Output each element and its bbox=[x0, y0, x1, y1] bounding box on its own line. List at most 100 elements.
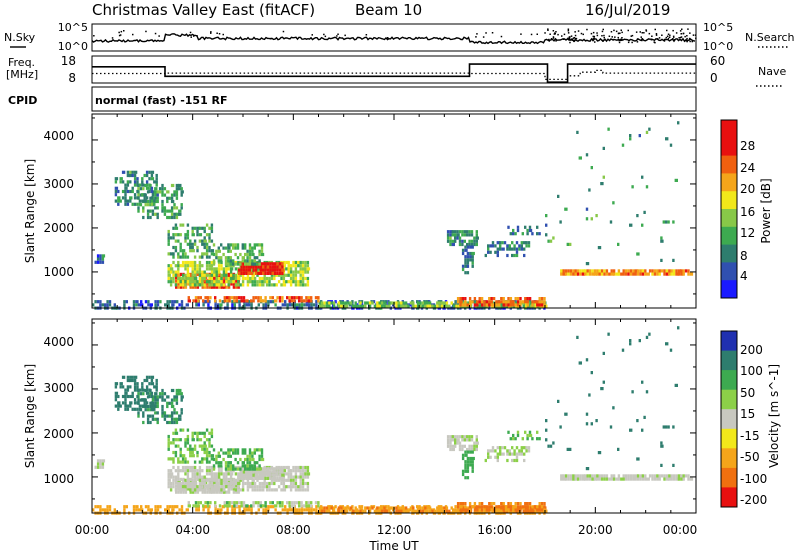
power-echo-cell bbox=[215, 256, 218, 260]
power-echo-cell bbox=[259, 299, 263, 303]
velocity-echo-cell bbox=[246, 454, 249, 458]
velocity-cbar-tick-15: 15 bbox=[740, 407, 755, 421]
power-echo-cell bbox=[244, 246, 247, 250]
power-echo-cell bbox=[509, 300, 514, 304]
power-echo-cell bbox=[507, 300, 511, 304]
power-echo-cell bbox=[167, 252, 171, 256]
velocity-echo-cell bbox=[243, 508, 246, 512]
power-echo-cell bbox=[378, 301, 381, 305]
power-echo-cell bbox=[187, 299, 191, 303]
velocity-echo-cell bbox=[133, 388, 137, 392]
nsearch-dot bbox=[680, 36, 683, 38]
power-echo-cell bbox=[142, 209, 145, 213]
velocity-echo-cell bbox=[495, 508, 498, 512]
velocity-echo-cell bbox=[294, 475, 298, 479]
power-echo-cell bbox=[271, 268, 274, 272]
velocity-echo-cell bbox=[294, 485, 298, 489]
power-echo-cell bbox=[476, 303, 479, 307]
power-echo-cell bbox=[239, 283, 242, 287]
velocity-echo-cell bbox=[306, 481, 310, 486]
velocity-echo-cell bbox=[248, 467, 252, 471]
velocity-echo-cell bbox=[303, 508, 306, 512]
power-echo-cell bbox=[191, 273, 194, 277]
power-echo-cell bbox=[473, 297, 477, 301]
velocity-echo-cell bbox=[471, 466, 474, 470]
power-echo-cell bbox=[138, 183, 142, 187]
power-echo-cell bbox=[299, 270, 302, 274]
power-echo-cell bbox=[304, 276, 307, 281]
power-echo-cell bbox=[193, 267, 197, 271]
nsearch-dot bbox=[668, 36, 671, 38]
power-echo-cell bbox=[210, 276, 214, 281]
power-echo-cell bbox=[161, 187, 164, 191]
power-echo-cell bbox=[538, 297, 541, 301]
power-echo-cell bbox=[191, 276, 194, 281]
velocity-echo-cell bbox=[534, 509, 537, 513]
power-echo-cell bbox=[258, 249, 261, 253]
power-echo-cell bbox=[306, 280, 310, 284]
power-echo-cell bbox=[267, 303, 270, 307]
power-echo-cell bbox=[325, 304, 329, 308]
velocity-echo-cell bbox=[239, 478, 242, 482]
velocity-echo-cell bbox=[189, 469, 193, 473]
power-echo-cell bbox=[466, 233, 469, 237]
power-echo-cell bbox=[320, 304, 324, 308]
power-echo-cell bbox=[348, 303, 352, 307]
velocity-echo-cell bbox=[256, 488, 259, 492]
power-echo-cell bbox=[233, 296, 236, 300]
velocity-echo-cell bbox=[496, 455, 499, 459]
velocity-echo-cell bbox=[184, 478, 187, 482]
nsearch-dot bbox=[636, 41, 639, 43]
velocity-echo-cell bbox=[364, 509, 367, 513]
power-echo-cell bbox=[174, 249, 178, 253]
velocity-echo-cell bbox=[227, 451, 231, 455]
power-echo-cell bbox=[588, 272, 592, 276]
velocity-echo-cell bbox=[471, 456, 475, 461]
velocity-echo-cell bbox=[191, 478, 194, 482]
power-echo-cell bbox=[184, 252, 187, 256]
velocity-echo-cell bbox=[461, 453, 465, 457]
power-echo-cell bbox=[124, 183, 127, 187]
velocity-echo-cell bbox=[184, 465, 188, 470]
power-echo-cell bbox=[268, 280, 271, 284]
power-echo-cell bbox=[266, 265, 271, 269]
velocity-echo-cell bbox=[240, 473, 243, 477]
nsearch-dot bbox=[596, 32, 598, 34]
velocity-echo-cell bbox=[468, 438, 471, 442]
velocity-echo-cell bbox=[629, 474, 633, 478]
power-echo-cell bbox=[468, 297, 472, 301]
velocity-echo-cell bbox=[181, 454, 186, 458]
velocity-echo-cell bbox=[133, 385, 137, 389]
power-echo-cell bbox=[150, 177, 155, 181]
power-echo-cell bbox=[179, 223, 182, 227]
velocity-echo-cell bbox=[141, 382, 144, 386]
power-echo-cell bbox=[203, 245, 207, 250]
power-echo-cell bbox=[305, 303, 309, 307]
nsearch-dot bbox=[663, 40, 666, 42]
velocity-echo-cell bbox=[156, 395, 159, 399]
power-echo-cell bbox=[264, 265, 267, 269]
power-echo-cell bbox=[458, 239, 462, 243]
power-colorbar-segment bbox=[721, 137, 737, 157]
velocity-echo-cell bbox=[220, 478, 224, 482]
power-echo-cell bbox=[641, 272, 645, 276]
velocity-echo-cell bbox=[419, 509, 422, 513]
power-echo-cell bbox=[511, 253, 514, 258]
power-echo-cell bbox=[169, 264, 173, 268]
power-echo-cell bbox=[193, 226, 197, 230]
power-echo-cell bbox=[461, 297, 465, 301]
velocity-echo-cell bbox=[513, 449, 516, 453]
power-echo-cell bbox=[204, 296, 208, 300]
power-echo-cell bbox=[281, 299, 284, 303]
power-echo-cell bbox=[461, 303, 466, 307]
power-echo-cell bbox=[536, 300, 539, 304]
power-echo-cell bbox=[227, 262, 230, 266]
velocity-echo-cell bbox=[250, 470, 253, 474]
velocity-echo-cell bbox=[287, 465, 290, 470]
power-echo-cell bbox=[500, 300, 504, 304]
velocity-echo-cell bbox=[461, 456, 465, 461]
velocity-echo-cell bbox=[136, 385, 139, 389]
power-echo-cell bbox=[259, 296, 262, 300]
power-echo-cell bbox=[639, 269, 643, 273]
velocity-echo-cell bbox=[256, 467, 259, 471]
